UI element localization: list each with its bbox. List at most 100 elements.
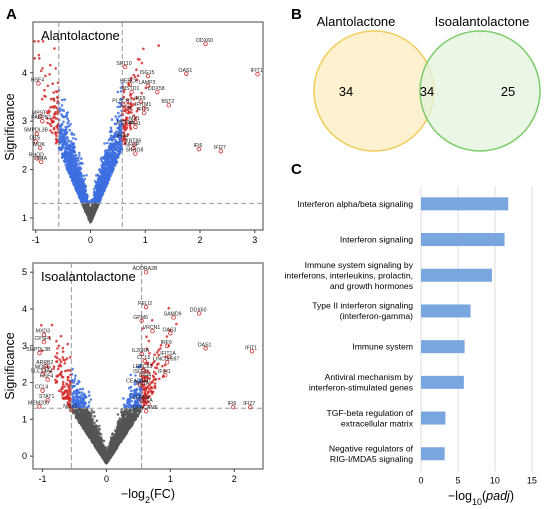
gene-point — [54, 117, 58, 120]
gene-point — [38, 57, 41, 60]
gene-point — [85, 204, 89, 208]
gene-point — [102, 439, 106, 443]
gene-point — [72, 133, 76, 136]
gene-point — [157, 44, 160, 47]
gene-point — [164, 355, 167, 359]
gene-point — [107, 166, 111, 170]
gene-point — [96, 189, 100, 192]
gene-point — [77, 379, 80, 383]
gene-point — [109, 142, 112, 145]
gene-point — [129, 396, 132, 400]
gene-point — [126, 133, 130, 136]
gene-point — [99, 181, 103, 184]
gene-point — [113, 145, 117, 148]
gene-point — [123, 134, 127, 138]
labeled-gene-point — [196, 147, 202, 152]
gene-point — [40, 349, 44, 353]
gene-point — [105, 163, 108, 166]
gene-point — [146, 395, 149, 398]
gene-point — [95, 181, 99, 185]
gene-point — [90, 411, 93, 415]
gene-point — [114, 138, 117, 142]
gene-point — [63, 115, 66, 118]
gene-point — [80, 393, 83, 397]
gene-point — [114, 115, 117, 118]
gene-point — [97, 424, 101, 428]
gene-point — [118, 101, 121, 105]
gene-point — [73, 402, 77, 405]
gene-point — [98, 170, 102, 174]
gene-point — [158, 377, 161, 381]
gene-point — [83, 196, 86, 200]
gene-point — [61, 143, 64, 146]
gene-point — [129, 373, 133, 377]
gene-point — [134, 399, 137, 402]
gene-point — [79, 184, 83, 187]
labeled-gene-point — [145, 73, 151, 79]
gene-point — [125, 118, 128, 122]
gene-point — [92, 427, 95, 431]
gene-point — [71, 367, 74, 371]
gene-point — [110, 159, 113, 163]
gene-point — [73, 158, 76, 162]
gene-point — [50, 323, 54, 327]
gene-point — [110, 138, 114, 142]
gene-point — [93, 190, 96, 194]
gene-point — [175, 322, 178, 326]
gene-point — [106, 158, 110, 162]
gene-point — [103, 177, 107, 181]
gene-point — [109, 136, 112, 140]
gene-point — [59, 334, 63, 338]
labeled-gene-point — [203, 41, 208, 46]
gene-point — [123, 413, 127, 416]
gene-point — [120, 410, 123, 414]
gene-point — [62, 136, 65, 140]
x-tick-label: -1 — [32, 235, 40, 245]
panel-label-c: C — [291, 161, 302, 178]
gene-point — [53, 47, 56, 50]
gene-point — [138, 396, 142, 400]
gene-point — [80, 176, 83, 180]
gene-point — [62, 134, 66, 137]
gene-point — [68, 151, 72, 154]
gene-point — [33, 40, 36, 43]
gene-point — [82, 174, 86, 178]
gene-point — [64, 395, 68, 399]
gene-point — [128, 124, 132, 127]
gene-label: PABPN1 — [31, 115, 51, 121]
gene-label: IFIT5 — [137, 107, 149, 113]
gene-point — [113, 134, 117, 138]
gene-point — [129, 414, 132, 417]
gene-point — [59, 360, 63, 364]
gene-point — [110, 147, 113, 151]
gene-point — [92, 410, 96, 414]
gene-point — [71, 142, 74, 145]
gene-point — [69, 159, 72, 163]
gene-point — [78, 391, 81, 395]
gene-point — [68, 369, 71, 372]
gene-point — [59, 148, 62, 152]
gene-point — [52, 99, 56, 102]
gene-point — [74, 186, 78, 189]
gene-point — [116, 90, 120, 94]
gene-label: IRF9 — [134, 96, 145, 102]
gene-point — [130, 405, 133, 409]
gene-point — [52, 126, 56, 130]
x-tick-label: 1 — [143, 235, 148, 245]
gene-point — [130, 111, 133, 114]
gene-point — [66, 342, 69, 346]
gene-point — [60, 370, 63, 374]
gene-point — [122, 109, 125, 113]
gene-label: PLSCR1 — [112, 99, 132, 105]
gene-point — [67, 163, 70, 167]
y-tick-label: 1 — [22, 213, 27, 223]
gene-point — [41, 40, 45, 43]
gene-point — [72, 164, 75, 167]
gene-point — [87, 209, 90, 213]
labeled-gene-point — [218, 148, 224, 154]
gene-point — [157, 353, 161, 357]
gene-point — [69, 146, 72, 150]
volcano1-points — [33, 40, 160, 224]
gene-label: TTN — [121, 105, 131, 111]
gene-point — [129, 79, 132, 82]
